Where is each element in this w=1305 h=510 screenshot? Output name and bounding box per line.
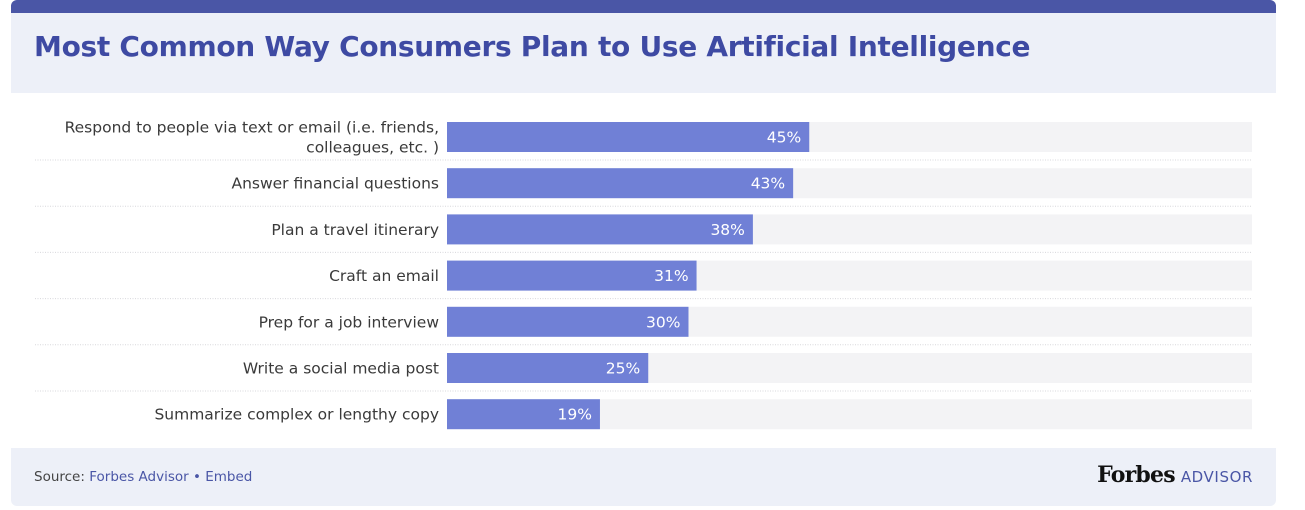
source-line: Source: Forbes Advisor • Embed [34,469,252,485]
separator: • [192,469,201,485]
brand-name: Forbes [1097,462,1175,488]
value-label-4: 30% [646,313,680,331]
bar-5[interactable] [447,353,649,383]
bar-4[interactable] [447,306,689,337]
value-label-1: 43% [751,175,785,193]
forbes-advisor-logo[interactable]: Forbes ADVISOR [1097,462,1253,488]
value-label-2: 38% [710,221,744,239]
category-label-6: Summarize complex or lengthy copy [154,406,439,424]
value-label-5: 25% [606,360,640,378]
chart-footer: Source: Forbes Advisor • Embed Forbes AD… [11,448,1276,506]
category-label-2: Plan a travel itinerary [271,221,439,239]
source-prefix: Source: [34,469,85,485]
chart-header: Most Common Way Consumers Plan to Use Ar… [11,13,1276,93]
bar-0[interactable] [447,122,810,152]
bar-chart-svg: 45% Respond to people via text or email (… [35,119,1252,430]
bar-chart: 45% Respond to people via text or email (… [11,93,1276,445]
category-label-3: Craft an email [329,267,439,285]
value-label-6: 19% [557,406,591,424]
bar-3[interactable] [447,260,697,291]
value-label-0: 45% [767,129,801,147]
chart-title: Most Common Way Consumers Plan to Use Ar… [34,30,1031,63]
category-label-0-line-1: colleagues, etc. ) [306,139,439,157]
value-label-3: 31% [654,267,688,285]
category-label-0-line-0: Respond to people via text or email (i.e… [65,119,439,137]
category-label-5: Write a social media post [243,360,439,378]
bar-6[interactable] [447,399,600,430]
bar-2[interactable] [447,214,753,245]
bar-1[interactable] [447,168,794,199]
top-accent-bar [11,0,1276,13]
category-label-1: Answer financial questions [231,175,439,193]
embed-link[interactable]: Embed [205,469,253,485]
brand-sub: ADVISOR [1180,468,1253,486]
category-label-4: Prep for a job interview [259,313,440,331]
source-link[interactable]: Forbes Advisor [89,469,189,485]
